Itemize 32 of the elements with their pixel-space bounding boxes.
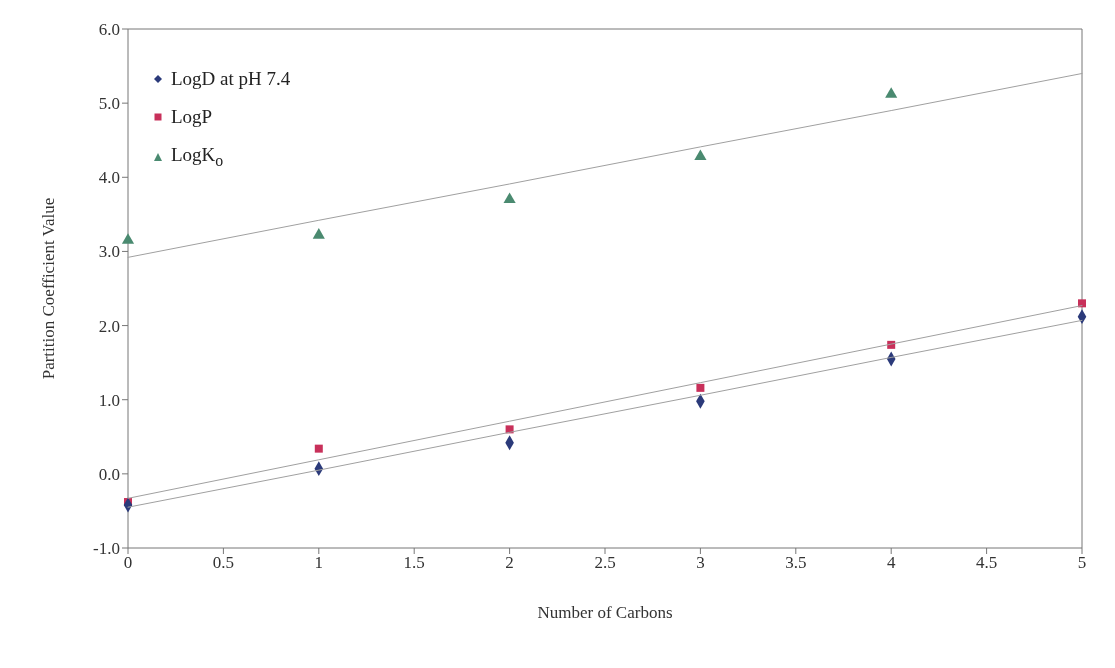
legend-label: LogK$_{o}$: [171, 144, 224, 170]
x-tick-label: 2.5: [594, 553, 616, 573]
point: [885, 87, 898, 98]
point: [694, 149, 707, 161]
point: [503, 192, 516, 204]
point: [121, 233, 135, 244]
y-axis-title: Partition Coefficient Value: [39, 197, 59, 380]
x-tick-label: 3: [696, 553, 705, 573]
x-tick-label: 1.5: [403, 553, 425, 573]
y-tick-label: -1.0: [93, 539, 120, 559]
x-axis-title: Number of Carbons: [537, 603, 673, 622]
x-tick-label: 0: [123, 553, 133, 573]
x-tick-label: 0.5: [212, 553, 235, 573]
y-tick-label: 0.0: [98, 464, 120, 484]
legend-label: LogP: [171, 106, 213, 128]
x-tick-label: 4: [886, 553, 896, 573]
y-tick-label: 2.0: [98, 316, 120, 336]
x-tick-label: 3.5: [785, 553, 807, 573]
legend-label: LogD at pH 7.4: [171, 68, 291, 90]
x-tick-label: 2: [505, 553, 514, 573]
point: [312, 228, 325, 239]
y-tick-label: 3.0: [98, 242, 120, 262]
x-tick-label: 4.5: [975, 553, 998, 573]
x-tick-label: 5: [1077, 553, 1087, 573]
point: [696, 383, 705, 392]
y-tick-label: 4.0: [98, 168, 120, 188]
y-tick-label: 1.0: [98, 390, 120, 410]
y-tick-label: 6.0: [98, 20, 120, 40]
x-tick-label: 1: [314, 553, 324, 573]
y-tick-label: 5.0: [98, 94, 120, 114]
point: [314, 444, 323, 453]
line-series: [127, 72, 1083, 258]
